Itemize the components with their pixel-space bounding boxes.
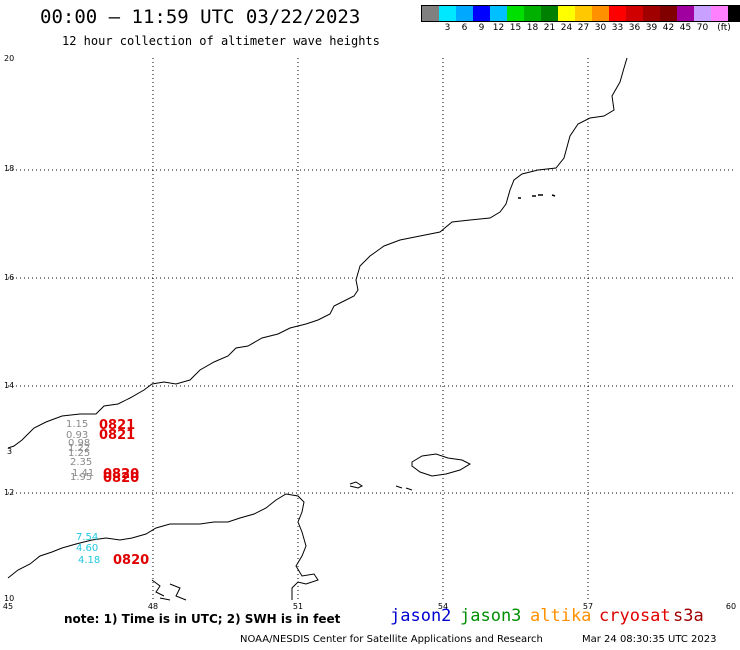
footer-credit: NOAA/NESDIS Center for Satellite Applica… [240, 634, 543, 645]
wave-height-value: 1.22 [68, 443, 91, 454]
y-tick-label: 14 [4, 381, 15, 390]
coastline-fragments [151, 579, 187, 601]
x-tick-label: 60 [725, 602, 737, 611]
colorbar-swatch [677, 6, 694, 21]
colorbar-label: 24 [560, 23, 573, 33]
wave-height-value: 2.35 [70, 457, 93, 468]
colorbar-swatch [541, 6, 558, 21]
colorbar-swatches [421, 5, 740, 22]
colorbar-swatch [728, 6, 740, 21]
colorbar-swatch [422, 6, 439, 21]
wave-height-value: 0.93 [66, 430, 89, 441]
x-tick-label: 48 [147, 602, 159, 611]
colorbar-label: 15 [509, 23, 522, 33]
island-socotra [411, 453, 472, 477]
colorbar-label: 6 [461, 23, 468, 33]
colorbar-label: 70 [696, 23, 709, 33]
colorbar-label: 18 [526, 23, 539, 33]
footer-generated-time: Mar 24 08:30:35 UTC 2023 [582, 634, 717, 645]
observation-time-label: 0820 [103, 471, 140, 486]
observation-time-label: 0821 [99, 418, 136, 433]
x-tick-label: 57 [582, 602, 594, 611]
y-tick-label: 12 [4, 488, 15, 497]
wave-height-value: 1.41 [72, 468, 95, 479]
colorbar-swatch [456, 6, 473, 21]
colorbar-unit: (ft) [717, 23, 731, 33]
colorbar-swatch [626, 6, 643, 21]
wave-height-colorbar: 3 6 9 12 15 18 21 24 27 30 33 36 39 42 45 70 (ft) [421, 5, 740, 35]
colorbar-label: 33 [611, 23, 624, 33]
x-tick-label: 54 [437, 602, 449, 611]
x-tick-label: 51 [292, 602, 304, 611]
island-abd-al-kuri [349, 481, 413, 491]
colorbar-swatch [694, 6, 711, 21]
wave-height-value: 1.25 [68, 448, 91, 459]
colorbar-swatch [609, 6, 626, 21]
colorbar-swatch [575, 6, 592, 21]
colorbar-label: 36 [628, 23, 641, 33]
y-tick-label: 16 [4, 273, 15, 282]
colorbar-label: 3 [444, 23, 451, 33]
colorbar-swatch [439, 6, 456, 21]
colorbar-label: 39 [645, 23, 658, 33]
colorbar-swatch [660, 6, 677, 21]
colorbar-label: 42 [662, 23, 675, 33]
satellite-legend-altika: altika [530, 606, 592, 626]
units-note: note: 1) Time is in UTC; 2) SWH is in fe… [64, 612, 341, 626]
colorbar-swatch [524, 6, 541, 21]
observation-time-label: 0820 [103, 467, 140, 482]
satellite-legend-jason3: jason3 [460, 606, 522, 626]
y-tick-label: 20 [4, 54, 15, 63]
x-tick-label: 45 [2, 602, 14, 611]
map-frame [8, 58, 733, 600]
observation-time-label: 0821 [99, 428, 136, 443]
map-title: 00:00 – 11:59 UTC 03/22/2023 [40, 6, 361, 28]
colorbar-swatch [711, 6, 728, 21]
satellite-legend-s3a: s3a [673, 606, 704, 626]
satellite-legend-cryosat: cryosat [599, 606, 671, 626]
map-subtitle: 12 hour collection of altimeter wave hei… [62, 34, 380, 48]
colorbar-label: 9 [478, 23, 485, 33]
wave-height-value: 4.60 [76, 543, 99, 554]
colorbar-swatch [490, 6, 507, 21]
colorbar-label: 27 [577, 23, 590, 33]
colorbar-swatch [643, 6, 660, 21]
colorbar-swatch [592, 6, 609, 21]
colorbar-label: 21 [543, 23, 556, 33]
grid-lines [8, 58, 733, 600]
y-tick-label: 10 [4, 594, 15, 603]
wave-height-value: 1.95 [70, 472, 93, 483]
satellite-legend-jason2: jason2 [390, 606, 452, 626]
y-tick-label: 18 [4, 164, 15, 173]
colorbar-swatch [558, 6, 575, 21]
colorbar-label: 30 [594, 23, 607, 33]
observation-time-label: 0820 [113, 553, 150, 568]
colorbar-swatch [473, 6, 490, 21]
coastline-arabia [7, 57, 628, 449]
wave-height-value: 7.54 [76, 532, 99, 543]
wave-height-value: 0.98 [68, 438, 91, 449]
wave-height-value: 1.15 [66, 419, 89, 430]
colorbar-label: 45 [679, 23, 692, 33]
colorbar-label: 12 [492, 23, 505, 33]
coastline-horn-of-africa [7, 493, 319, 600]
colorbar-swatch [507, 6, 524, 21]
partial-label: 3 [7, 447, 13, 456]
wave-height-value: 4.18 [78, 555, 101, 566]
island-kuria-muria [518, 194, 556, 199]
